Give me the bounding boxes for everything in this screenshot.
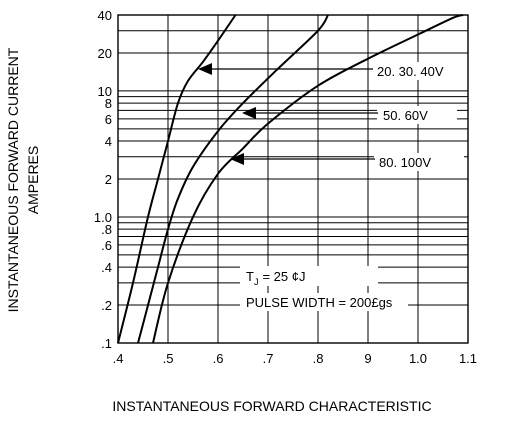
x-axis-label: INSTANTANEOUS FORWARD CHARACTERISTIC <box>112 398 431 414</box>
x-tick-label: 1.1 <box>459 351 477 366</box>
x-tick-label: .5 <box>163 351 174 366</box>
y-tick-label: .6 <box>101 238 112 253</box>
y-tick-label: 4 <box>105 134 112 149</box>
x-tick-label: .7 <box>263 351 274 366</box>
pulse-width-annotation: PULSE WIDTH = 200£gs <box>246 295 393 310</box>
x-tick-label: .6 <box>213 351 224 366</box>
y-tick-label: .8 <box>101 222 112 237</box>
y-tick-label: .1 <box>101 336 112 351</box>
tj-annotation: TJ = 25 ¢J <box>246 269 305 287</box>
y-tick-label: .2 <box>101 298 112 313</box>
y-tick-label: .4 <box>101 260 112 275</box>
x-tick-labels: .4 .5 .6 .7 .8 9 1.0 1.1 <box>113 351 477 366</box>
label-bg-series1 <box>372 62 466 80</box>
label-bg-pulse <box>240 293 408 311</box>
series-line-3 <box>152 14 464 344</box>
y-tick-label: 6 <box>105 112 112 127</box>
y-tick-label: 10 <box>98 84 112 99</box>
x-tick-label: .8 <box>313 351 324 366</box>
series-line-2 <box>137 14 329 344</box>
y-tick-label: 2 <box>105 172 112 187</box>
x-tick-label: 1.0 <box>409 351 427 366</box>
series-line-1 <box>117 14 237 344</box>
x-tick-label: 9 <box>364 351 371 366</box>
series1-label: 20. 30. 40V <box>377 64 444 79</box>
y-tick-label: 8 <box>105 96 112 111</box>
series2-arrow <box>242 107 378 119</box>
label-bg-series3 <box>374 153 464 171</box>
series-lines <box>117 14 464 344</box>
series3-arrow <box>230 153 375 165</box>
series3-label: 80. 100V <box>379 155 431 170</box>
y-axis-label-line2: AMPERES <box>25 146 41 214</box>
series1-arrow <box>198 63 373 75</box>
label-bg-tj <box>240 266 378 286</box>
series2-label: 50. 60V <box>383 108 428 123</box>
y-tick-label: 40 <box>98 8 112 23</box>
y-tick-label: 1.0 <box>94 210 112 225</box>
y-tick-label: 20 <box>98 46 112 61</box>
label-bg-series2 <box>377 106 457 124</box>
y-axis-label-line1: INSTANTANEOUS FORWARD CURRENT <box>5 47 21 312</box>
x-tick-label: .4 <box>113 351 124 366</box>
